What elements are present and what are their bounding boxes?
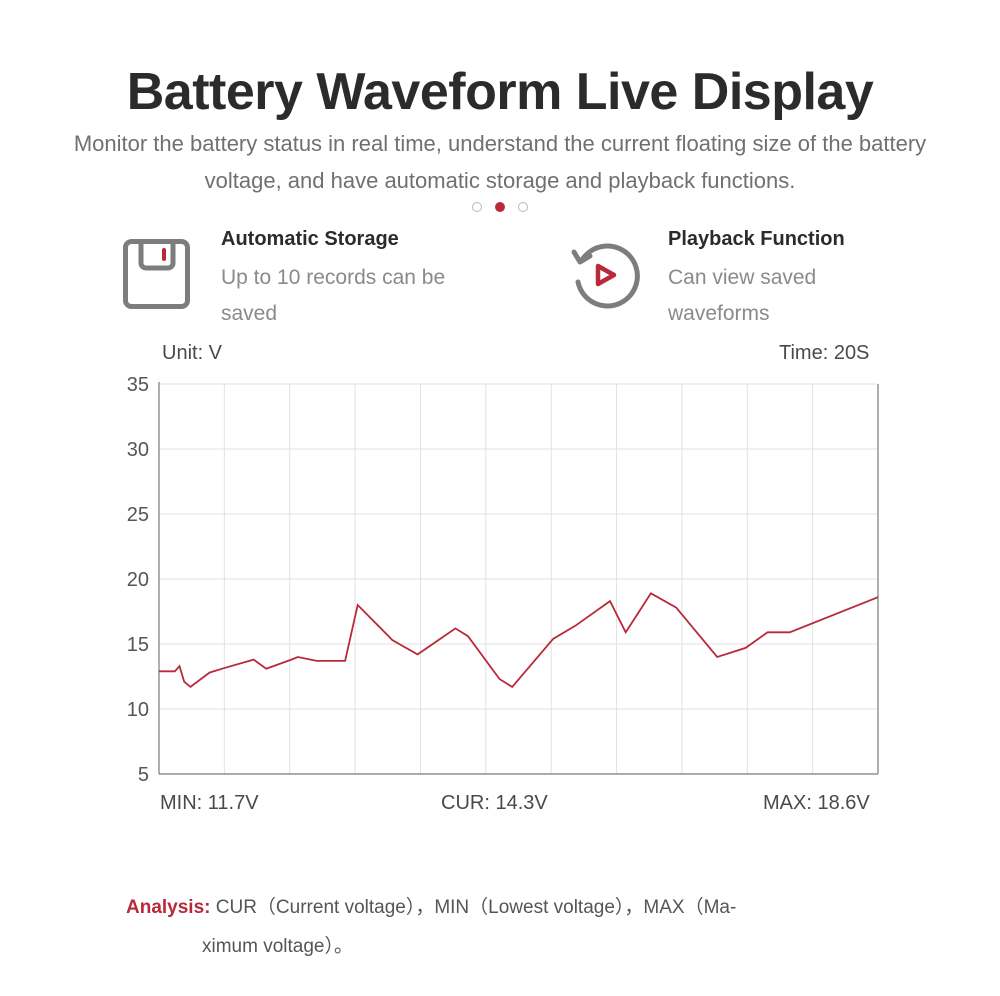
page-dot-1[interactable]: [472, 202, 482, 212]
feature-automatic-storage: Automatic Storage Up to 10 records can b…: [123, 228, 483, 338]
y-tick-label: 25: [127, 504, 149, 526]
y-tick-label: 20: [127, 569, 149, 591]
chart-axes: [158, 382, 879, 775]
analysis-note: Analysis: CUR（Current voltage），MIN（Lowes…: [126, 888, 866, 966]
feature-playback-function: Playback Function Can view saved wavefor…: [570, 228, 930, 338]
waveform-series: [159, 592, 879, 689]
current-voltage-label: CUR: 14.3V: [441, 792, 548, 814]
y-tick-label: 35: [127, 374, 149, 396]
y-tick-label: 10: [127, 699, 149, 721]
y-axis-ticks: 5 10 15 20 25 30 35: [127, 374, 149, 786]
analysis-label: Analysis:: [126, 897, 211, 918]
chart-grid: [159, 383, 878, 774]
replay-icon: [571, 243, 640, 309]
feature-title: Automatic Storage: [221, 228, 399, 250]
analysis-text-line2: ximum voltage）。: [202, 936, 353, 957]
pagination-dots: [470, 202, 530, 214]
page-dot-3[interactable]: [518, 202, 528, 212]
min-voltage-label: MIN: 11.7V: [160, 792, 259, 814]
y-tick-label: 30: [127, 439, 149, 461]
feature-title: Playback Function: [668, 228, 845, 250]
max-voltage-label: MAX: 18.6V: [763, 792, 870, 814]
floppy-disk-icon: [123, 239, 190, 309]
feature-description: Up to 10 records can be saved: [221, 266, 446, 325]
page-subtitle: Monitor the battery status in real time,…: [73, 131, 927, 193]
chart-unit-label: Unit: V: [162, 342, 223, 364]
page-title: Battery Waveform Live Display: [126, 63, 874, 121]
y-tick-label: 15: [127, 634, 149, 656]
page-dot-2[interactable]: [495, 202, 505, 212]
feature-description: Can view saved waveforms: [668, 266, 817, 325]
chart-time-label: Time: 20S: [779, 342, 870, 364]
analysis-text-line1: CUR（Current voltage），MIN（Lowest voltage）…: [215, 897, 737, 918]
voltage-line: [159, 592, 879, 689]
y-tick-label: 5: [138, 764, 149, 786]
